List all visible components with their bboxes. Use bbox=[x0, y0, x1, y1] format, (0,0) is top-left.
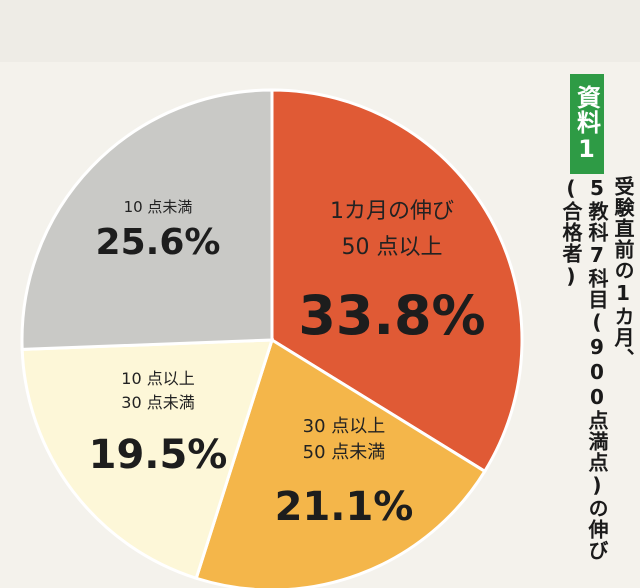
chart-caption: 受験直前の1カ月、 5教科7科目(900点満点)の伸び(合格者) bbox=[558, 176, 636, 576]
slice-4-label-1: 10 点未満 bbox=[124, 198, 193, 216]
side-panel: 資料1 受験直前の1カ月、 5教科7科目(900点満点)の伸び(合格者) bbox=[559, 72, 638, 582]
slice-2-percent: 21.1% bbox=[275, 484, 414, 530]
pie-slice-3 bbox=[20, 338, 275, 581]
slice-3-label-1: 10 点以上 bbox=[121, 369, 194, 388]
pie-slice-2 bbox=[194, 337, 487, 588]
slice-4-percent: 25.6% bbox=[96, 222, 221, 263]
slice-1-percent: 33.8% bbox=[298, 284, 485, 347]
slice-2-label-1: 30 点以上 bbox=[303, 416, 386, 437]
top-band bbox=[0, 0, 640, 62]
slice-2-label-2: 50 点未満 bbox=[303, 442, 386, 463]
pie-slice-4 bbox=[20, 88, 274, 351]
caption-line-2: 5教科7科目(900点満点)の伸び(合格者) bbox=[559, 176, 609, 561]
pie-slice-1 bbox=[270, 88, 524, 474]
caption-line-1: 受験直前の1カ月、 bbox=[611, 176, 635, 369]
slice-1-label-1: 1カ月の伸び bbox=[330, 199, 454, 224]
slice-1-label-2: 50 点以上 bbox=[342, 235, 443, 260]
document-badge: 資料1 bbox=[570, 74, 604, 174]
slice-3-percent: 19.5% bbox=[89, 432, 228, 478]
slice-3-label-2: 30 点未満 bbox=[121, 393, 194, 412]
